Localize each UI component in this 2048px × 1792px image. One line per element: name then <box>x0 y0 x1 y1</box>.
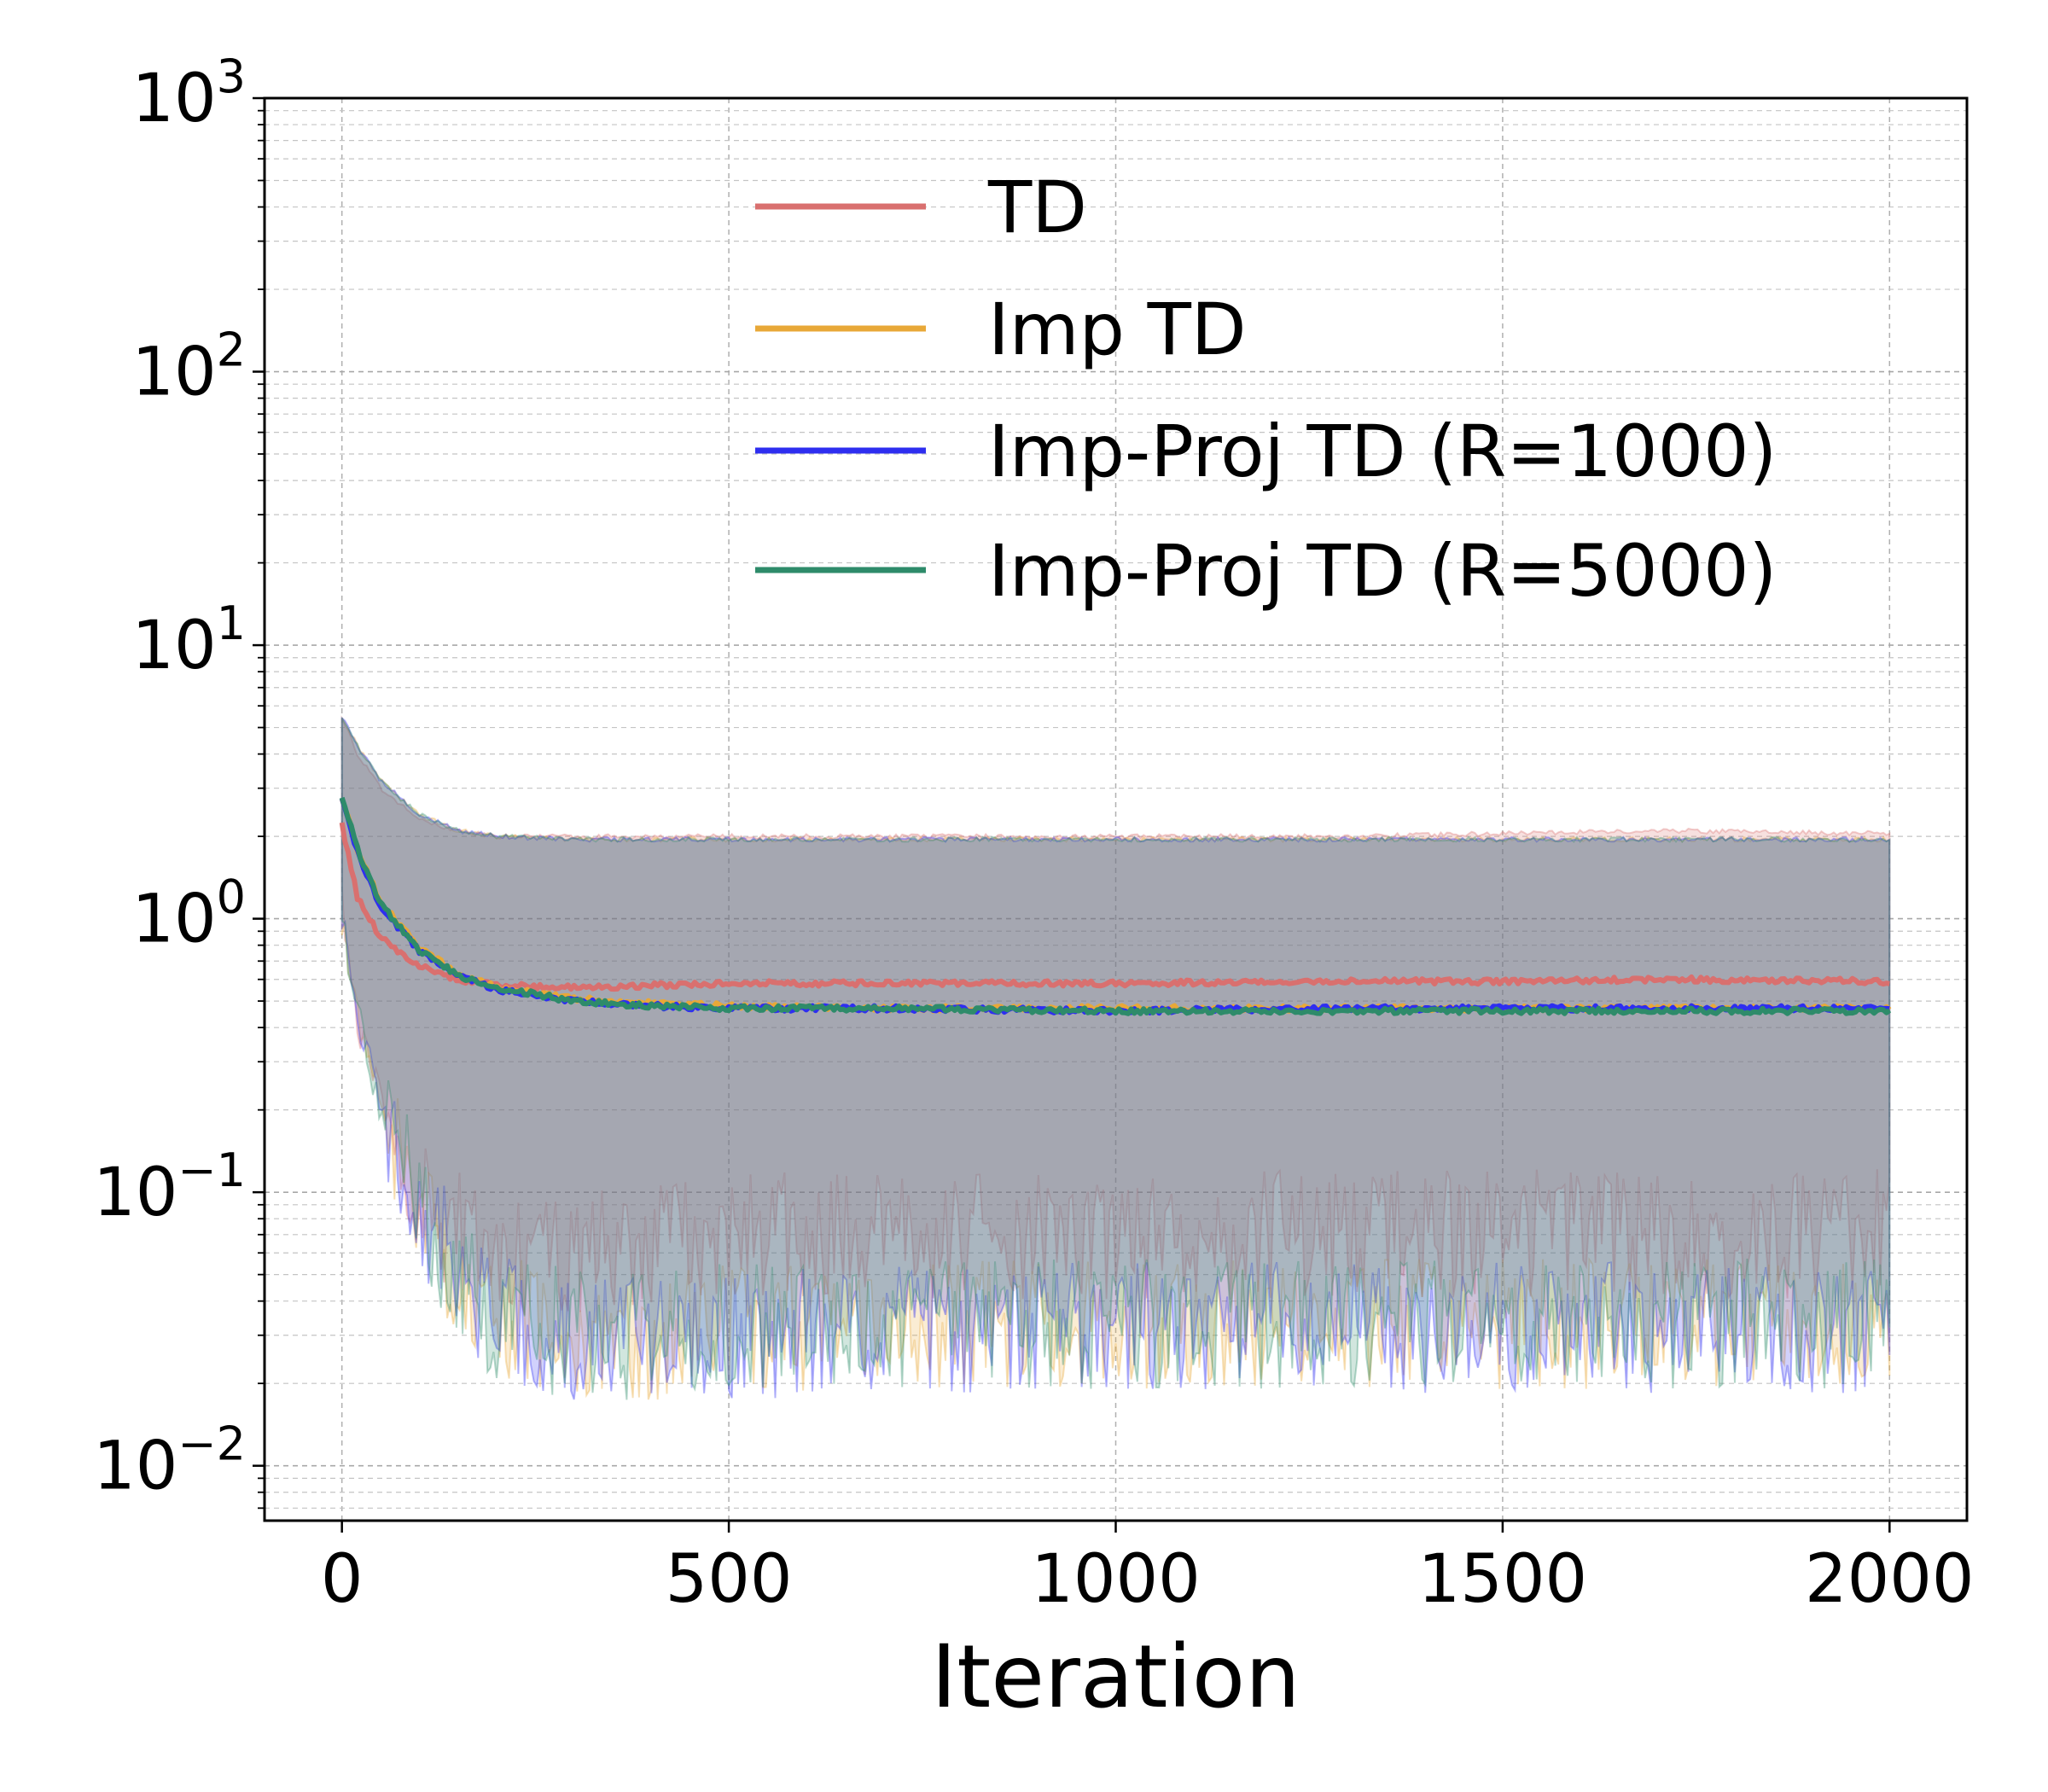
y-tick-label: 103 <box>131 49 246 137</box>
legend-label: Imp TD <box>988 288 1247 371</box>
x-tick-label: 1500 <box>1418 1541 1588 1618</box>
confidence-band <box>340 716 1891 1400</box>
confidence-band <box>340 715 1891 1400</box>
y-tick-label: 102 <box>131 323 246 411</box>
x-axis-label: Iteration <box>931 1626 1300 1728</box>
x-tick-label: 1000 <box>1031 1541 1201 1618</box>
y-tick-label: 10−2 <box>93 1417 246 1505</box>
legend-label: Imp-Proj TD (R=1000) <box>988 410 1777 493</box>
series-line <box>339 796 1892 1016</box>
y-tick-label: 100 <box>131 870 246 958</box>
mean-lines <box>339 796 1892 1016</box>
y-tick-label: 10−1 <box>93 1143 246 1231</box>
x-tick-label: 2000 <box>1805 1541 1975 1618</box>
axis-ticks: 0 500 1000 1500 2000 10−2 10−1 100 101 102 103 <box>93 49 1974 1618</box>
confidence-bands <box>340 715 1891 1400</box>
y-tick-label: 101 <box>131 596 246 684</box>
legend-label: TD <box>987 166 1087 249</box>
x-tick-label: 500 <box>666 1541 793 1618</box>
confidence-band <box>340 717 1891 1400</box>
series-line <box>339 822 1890 992</box>
x-tick-label: 0 <box>321 1541 364 1618</box>
legend: TD Imp TD Imp-Proj TD (R=1000) Imp-Proj TD … <box>755 166 1777 613</box>
confidence-band <box>340 718 1891 1316</box>
legend-label: Imp-Proj TD (R=5000) <box>988 529 1777 613</box>
